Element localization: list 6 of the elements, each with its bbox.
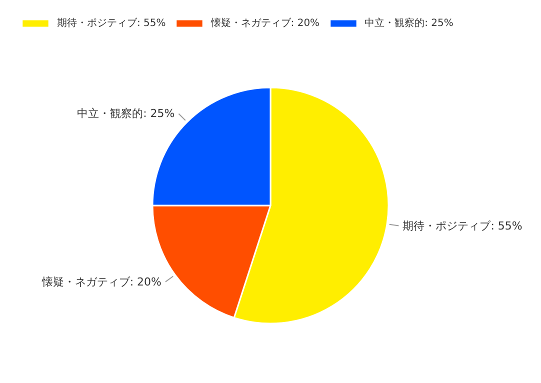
legend-label: 中立・観察的: 25% [364,16,454,30]
slice-label: 中立・観察的: 25% [77,107,175,120]
slice-label: 懐疑・ネガティブ: 20% [40,275,162,288]
legend-label: 懐疑・ネガティブ: 20% [210,16,320,30]
legend-label: 期待・ポジティブ: 55% [57,16,166,30]
slice-label: 期待・ポジティブ: 55% [402,219,522,232]
